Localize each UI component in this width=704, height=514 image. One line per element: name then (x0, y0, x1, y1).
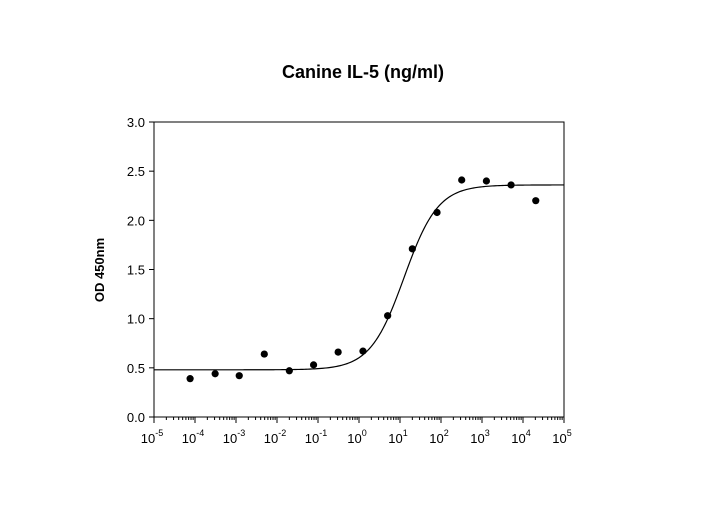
x-tick-base: 10 (264, 431, 278, 446)
x-tick-base: 10 (182, 431, 196, 446)
y-tick-label: 3.0 (127, 115, 145, 130)
x-tick-label: 10-1 (305, 428, 327, 446)
chart-title: Canine IL-5 (ng/ml) (282, 62, 444, 82)
data-point (507, 181, 515, 189)
x-tick-exponent: -5 (155, 428, 163, 438)
x-tick-label: 101 (388, 428, 407, 446)
x-tick-base: 10 (511, 431, 525, 446)
data-point (408, 245, 416, 253)
x-tick-base: 10 (305, 431, 319, 446)
data-point (482, 177, 490, 185)
x-tick-exponent: 4 (526, 428, 531, 438)
data-point (359, 347, 367, 355)
x-tick-base: 10 (429, 431, 443, 446)
data-point (458, 176, 466, 184)
x-tick-base: 10 (552, 431, 566, 446)
x-tick-exponent: 5 (567, 428, 572, 438)
y-tick-label: 0.5 (127, 361, 145, 376)
x-tick-label: 102 (429, 428, 448, 446)
y-tick-label: 0.0 (127, 410, 145, 425)
x-tick-exponent: -1 (319, 428, 327, 438)
x-tick-exponent: -3 (237, 428, 245, 438)
y-tick-label: 2.0 (127, 213, 145, 228)
x-tick-exponent: 0 (362, 428, 367, 438)
data-point (285, 367, 293, 375)
x-axis-ticks: 10-5 10-4 10-3 10-2 10-1 100 101 102 103 104 105 (141, 417, 572, 446)
x-tick-base: 10 (347, 431, 361, 446)
x-tick-base: 10 (141, 431, 155, 446)
y-axis-ticks: 0.0 0.5 1.0 1.5 2.0 2.5 3.0 (127, 115, 154, 425)
x-tick-exponent: 2 (444, 428, 449, 438)
y-tick-label: 1.0 (127, 312, 145, 327)
y-tick-label: 2.5 (127, 164, 145, 179)
x-tick-base: 10 (470, 431, 484, 446)
x-tick-base: 10 (388, 431, 402, 446)
x-tick-label: 10-5 (141, 428, 163, 446)
x-tick-label: 10-3 (223, 428, 245, 446)
fit-curve (154, 184, 564, 371)
data-point (211, 370, 219, 378)
data-point (334, 348, 342, 356)
data-point (532, 197, 540, 205)
data-point (260, 350, 268, 358)
x-tick-exponent: 3 (485, 428, 490, 438)
x-tick-label: 105 (552, 428, 571, 446)
x-tick-label: 103 (470, 428, 489, 446)
data-point (309, 361, 318, 369)
x-tick-exponent: -2 (278, 428, 286, 438)
x-tick-label: 10-2 (264, 428, 286, 446)
x-tick-label: 10-4 (182, 428, 204, 446)
x-tick-label: 100 (347, 428, 366, 446)
x-tick-exponent: -4 (196, 428, 204, 438)
data-points (186, 176, 540, 383)
x-tick-exponent: 1 (403, 428, 408, 438)
x-tick-label: 104 (511, 428, 530, 446)
y-tick-label: 1.5 (127, 263, 145, 278)
data-point (384, 312, 392, 320)
y-axis-label: OD 450nm (92, 238, 107, 302)
data-point (433, 208, 441, 217)
data-point (235, 372, 243, 380)
x-tick-base: 10 (223, 431, 237, 446)
data-point (186, 375, 194, 383)
